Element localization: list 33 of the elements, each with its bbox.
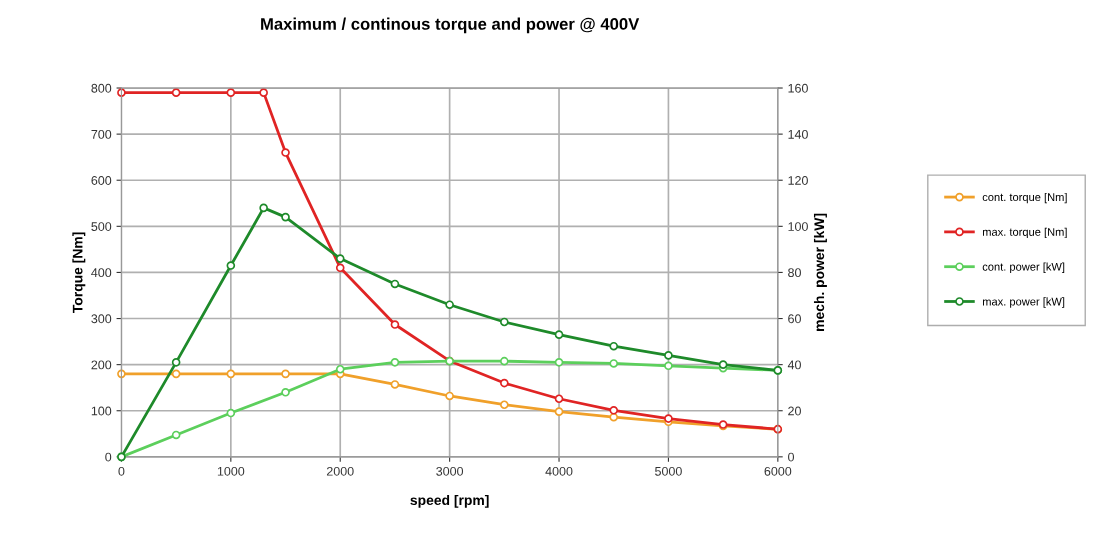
y2-tick-label: 40: [787, 360, 801, 370]
y-tick-label: 200: [91, 360, 112, 370]
y-tick-label: 800: [91, 83, 112, 93]
x-tick-label: 0: [118, 466, 125, 476]
y-axis-title: Torque [Nm]: [72, 232, 86, 314]
x-tick-label: 1000: [217, 466, 245, 476]
x-axis-title: speed [rpm]: [410, 494, 489, 508]
x-tick-label: 5000: [655, 466, 682, 476]
x-tick-label: 6000: [764, 466, 792, 476]
y-tick-label: 700: [91, 129, 112, 139]
chart-title: Maximum / continous torque and power @ 400V: [261, 17, 640, 34]
y2-tick-label: 60: [788, 314, 801, 324]
y2-tick-label: 160: [788, 83, 808, 93]
legend-label: max. power [kW]: [982, 297, 1065, 308]
y2-tick-label: 20: [788, 406, 801, 416]
x-tick-label: 2000: [326, 466, 354, 476]
y-tick-label: 500: [91, 222, 112, 231]
y-tick-label: 0: [105, 452, 112, 462]
y2-tick-label: 100: [788, 222, 808, 231]
x-tick-label: 3000: [436, 466, 464, 476]
legend-label: cont. torque [Nm]: [982, 192, 1067, 204]
y-tick-label: 600: [91, 176, 112, 185]
y2-tick-label: 120: [788, 176, 808, 185]
y-tick-label: 100: [91, 406, 112, 416]
x-tick-label: 4000: [545, 466, 573, 476]
y2-tick-label: 0: [788, 452, 795, 462]
y2-tick-label: 140: [788, 129, 808, 139]
y2-tick-label: 80: [788, 268, 801, 278]
y-tick-label: 300: [91, 314, 112, 324]
legend-label: cont. power [kW]: [982, 262, 1065, 273]
y2-axis-title: mech. power [kW]: [813, 213, 827, 331]
legend-label: max. torque [Nm]: [982, 227, 1067, 239]
y-tick-label: 400: [91, 268, 112, 278]
